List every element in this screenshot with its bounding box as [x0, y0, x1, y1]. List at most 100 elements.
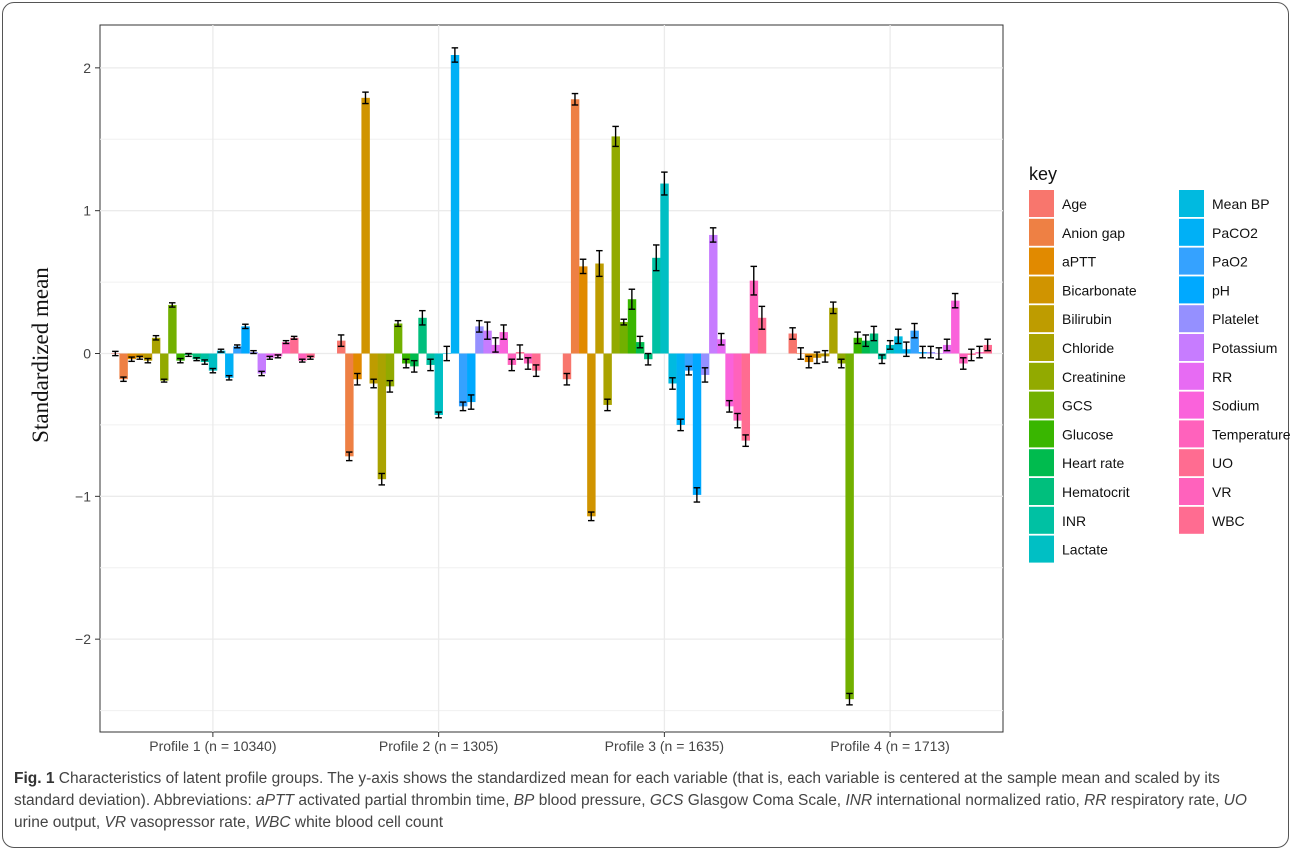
legend-swatch: [1179, 362, 1204, 390]
legend-label: Age: [1062, 196, 1087, 212]
bar: [717, 339, 726, 354]
bar: [160, 353, 169, 381]
legend-swatch: [1029, 362, 1054, 390]
bar: [306, 353, 315, 358]
bar: [749, 280, 759, 354]
bar: [192, 353, 201, 360]
bar: [369, 353, 378, 384]
caption-abbr: WBC: [254, 814, 291, 831]
bar: [853, 337, 862, 354]
bar: [845, 353, 854, 700]
legend-label: pH: [1212, 282, 1230, 298]
y-tick-label: −1: [75, 488, 91, 504]
bar: [562, 353, 572, 380]
bar: [603, 353, 612, 405]
legend-swatch: [1029, 391, 1054, 419]
caption-text: activated partial thrombin time,: [294, 792, 514, 809]
bar: [200, 353, 210, 363]
legend-label: Heart rate: [1062, 455, 1124, 471]
bars-layer: [111, 54, 993, 700]
axes-layer: −2 −1 0 1 2 Profile 1 (n = 10340) Profile 2 (n…: [75, 60, 950, 754]
caption-text: Glasgow Coma Scale,: [683, 792, 846, 809]
legend-label: Anion gap: [1062, 225, 1125, 241]
caption-abbr: aPTT: [256, 792, 295, 809]
caption-text: white blood cell count: [290, 814, 444, 831]
bar: [135, 353, 145, 358]
bar: [733, 353, 742, 421]
caption-abbr: GCS: [649, 792, 684, 809]
bar: [450, 54, 460, 354]
bar: [257, 353, 267, 374]
legend-swatch: [1029, 276, 1054, 304]
legend-label: Platelet: [1212, 311, 1259, 327]
error-bars-layer: [112, 47, 991, 706]
x-tick-label: Profile 4 (n = 1713): [830, 738, 949, 754]
caption-abbr: BP: [513, 792, 535, 809]
bar: [676, 353, 685, 425]
legend-label: Sodium: [1212, 398, 1259, 414]
bar: [393, 323, 403, 354]
bar: [361, 97, 370, 354]
bar: [570, 99, 580, 354]
legend-swatch: [1029, 478, 1054, 505]
legend-label: WBC: [1212, 513, 1245, 529]
legend-swatch: [1179, 247, 1204, 275]
y-axis-label: Standardized mean: [28, 267, 53, 443]
bar: [587, 353, 596, 517]
caption-fig-label: Fig. 1: [14, 770, 55, 787]
bar: [579, 266, 588, 354]
bar: [869, 333, 879, 354]
legend-swatch: [1179, 190, 1204, 217]
bar: [434, 353, 443, 415]
caption-abbr: RR: [1084, 792, 1107, 809]
bar: [652, 257, 661, 354]
legend-swatch: [1179, 506, 1204, 534]
bar: [458, 353, 468, 407]
legend-swatch: [1179, 391, 1204, 419]
bar: [241, 326, 250, 354]
y-tick-label: 0: [83, 346, 91, 362]
bar: [499, 332, 509, 354]
bar: [143, 353, 153, 361]
y-tick-label: 1: [83, 203, 91, 219]
bar: [910, 330, 919, 354]
figure-caption: Fig. 1 Characteristics of latent profile…: [14, 768, 1279, 834]
legend-swatch: [1029, 218, 1054, 246]
bar: [168, 304, 177, 354]
legend-label: GCS: [1062, 398, 1092, 414]
legend-swatch: [1179, 334, 1204, 361]
bar: [709, 234, 718, 354]
bar: [861, 340, 871, 354]
bar: [298, 353, 307, 361]
bar: [700, 353, 710, 375]
caption-abbr: UO: [1223, 792, 1247, 809]
legend-label: VR: [1212, 484, 1231, 500]
legend-swatch: [1029, 305, 1054, 333]
legend-swatch: [1029, 247, 1054, 275]
bar: [290, 337, 299, 354]
x-tick-label: Profile 3 (n = 1635): [605, 738, 724, 754]
bar: [119, 353, 128, 380]
legend-swatch: [1029, 420, 1054, 448]
bar: [595, 263, 604, 354]
bar: [467, 353, 476, 403]
bar: [233, 346, 242, 354]
bar: [725, 353, 734, 407]
bar: [281, 342, 291, 354]
bar: [684, 353, 694, 371]
bar: [475, 326, 484, 354]
legend-label: Bilirubin: [1062, 311, 1112, 327]
legend-title: key: [1029, 164, 1057, 184]
bar: [337, 340, 346, 354]
legend-label: INR: [1062, 513, 1086, 529]
bar: [837, 353, 846, 364]
legend-label: PaO2: [1212, 254, 1248, 270]
bar: [788, 333, 797, 354]
caption-text: urine output,: [14, 814, 105, 831]
legend-label: Temperature: [1212, 426, 1291, 442]
plot-panel: [99, 24, 1004, 733]
bar: [619, 322, 629, 354]
bar: [757, 317, 767, 354]
legend-swatch: [1179, 305, 1204, 333]
legend-swatch: [1029, 190, 1054, 217]
